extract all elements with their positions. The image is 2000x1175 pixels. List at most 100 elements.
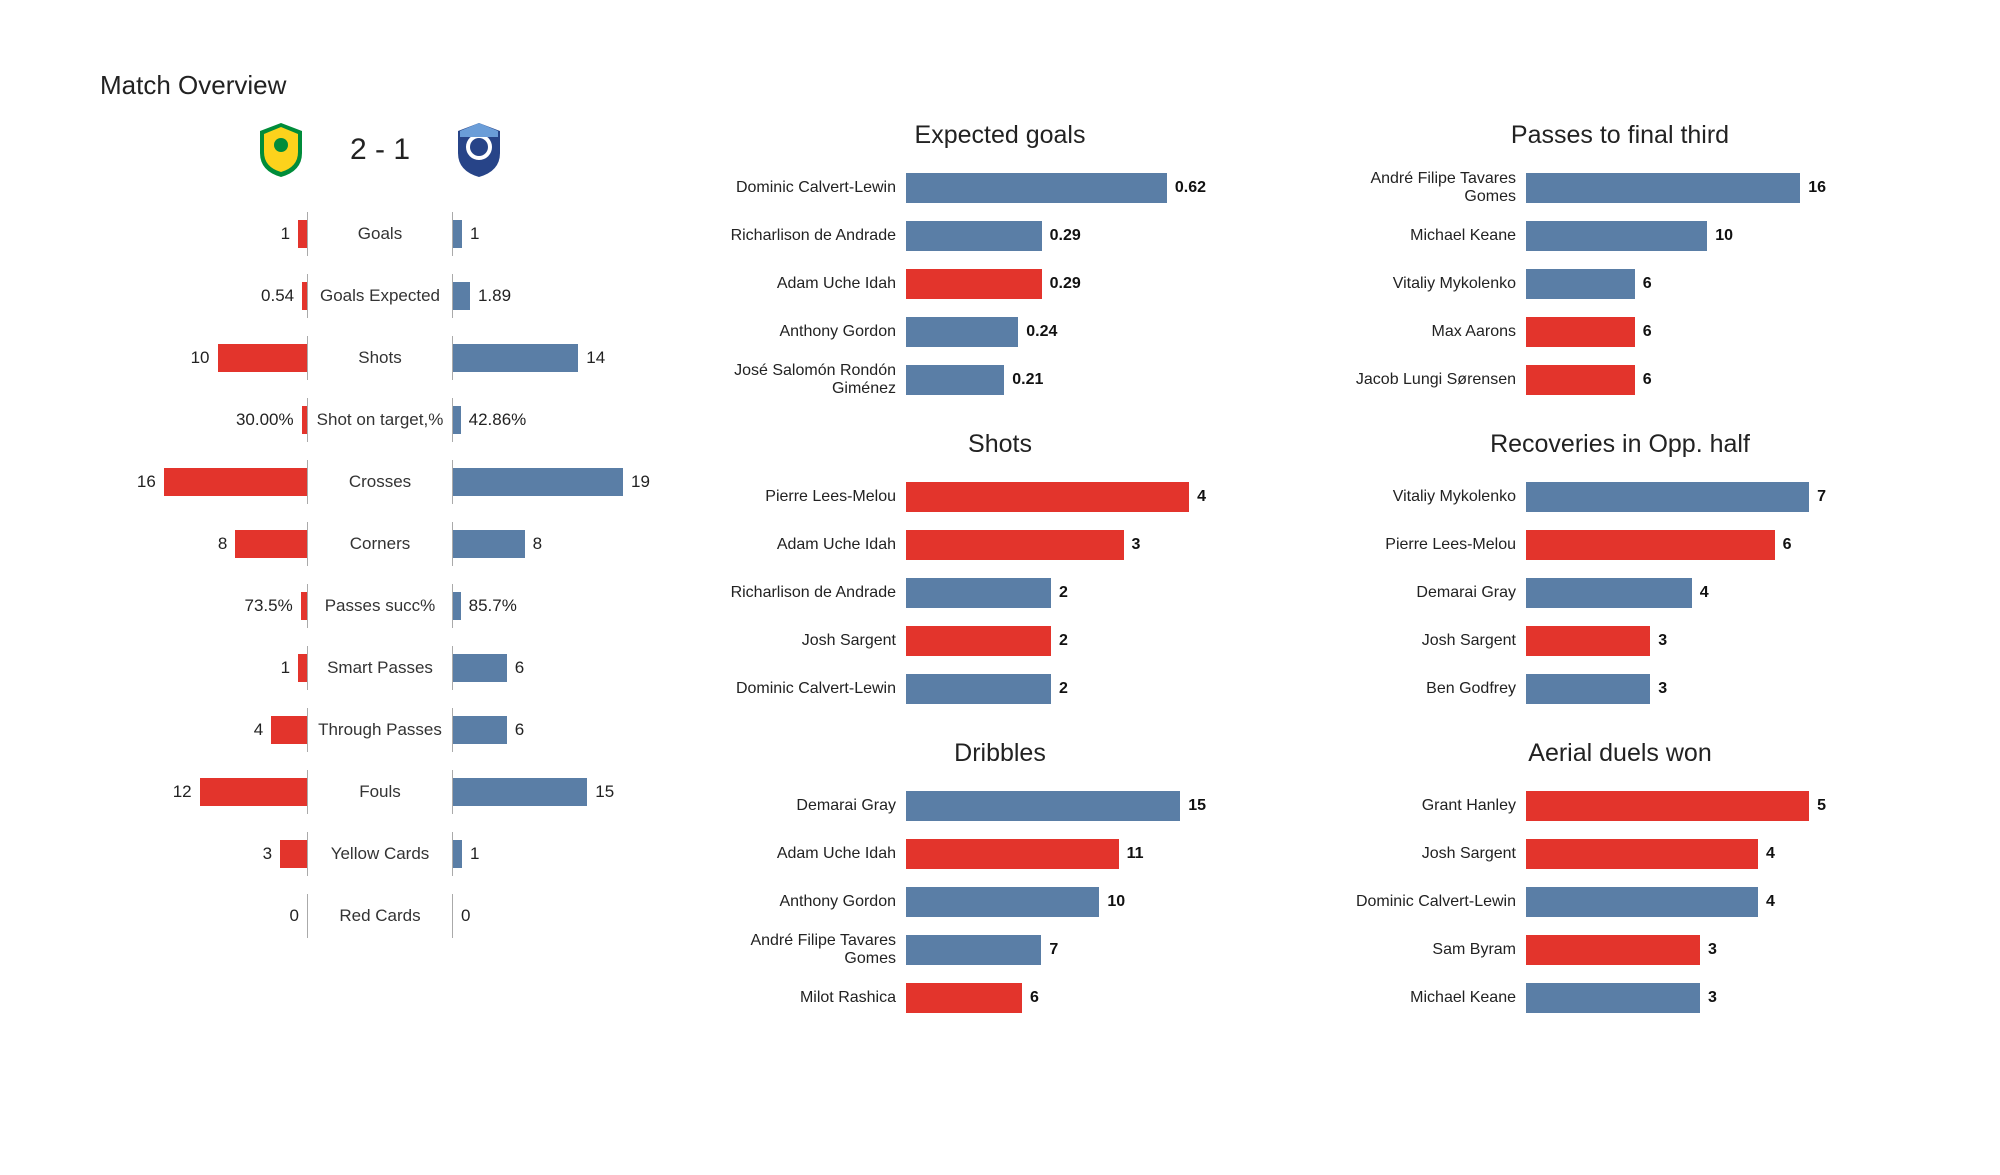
player-value-bar bbox=[906, 317, 1018, 347]
overview-stat-row: 1Goals1 bbox=[100, 203, 660, 265]
overview-away-value: 0 bbox=[461, 906, 470, 926]
player-chart-title: Shots bbox=[720, 430, 1280, 459]
player-name-label: Pierre Lees-Melou bbox=[1340, 536, 1526, 554]
player-value-bar bbox=[1526, 935, 1700, 965]
player-value-bar bbox=[906, 365, 1004, 395]
player-name-label: Sam Byram bbox=[1340, 941, 1526, 959]
overview-home-value: 0.54 bbox=[261, 286, 294, 306]
player-value-bar bbox=[1526, 887, 1758, 917]
player-value-bar bbox=[906, 983, 1022, 1013]
player-chart-row: Josh Sargent 2 bbox=[720, 617, 1280, 665]
player-value-bar bbox=[906, 839, 1119, 869]
overview-home-value: 8 bbox=[218, 534, 227, 554]
player-value-bar bbox=[1526, 791, 1809, 821]
overview-header: 2 - 1 bbox=[100, 121, 660, 179]
player-value-bar bbox=[906, 674, 1051, 704]
player-value-bar bbox=[906, 530, 1124, 560]
player-name-label: Demarai Gray bbox=[720, 797, 906, 815]
player-name-label: Grant Hanley bbox=[1340, 797, 1526, 815]
score-text: 2 - 1 bbox=[350, 133, 410, 167]
player-value-text: 6 bbox=[1783, 536, 1792, 554]
player-value-text: 3 bbox=[1658, 680, 1667, 698]
player-chart-row: José Salomón Rondón Giménez0.21 bbox=[720, 356, 1280, 404]
player-value-text: 0.24 bbox=[1026, 323, 1057, 341]
overview-home-value: 30.00% bbox=[236, 410, 294, 430]
overview-home-bar bbox=[280, 840, 307, 868]
player-value-bar bbox=[1526, 173, 1800, 203]
player-value-text: 0.21 bbox=[1012, 371, 1043, 389]
player-value-text: 11 bbox=[1127, 845, 1144, 863]
player-value-bar bbox=[1526, 221, 1707, 251]
player-value-text: 3 bbox=[1132, 536, 1141, 554]
player-value-bar bbox=[906, 791, 1180, 821]
player-chart: DribblesDemarai Gray15Adam Uche Idah11An… bbox=[720, 739, 1280, 1022]
overview-stat-label: Goals bbox=[307, 212, 453, 256]
overview-home-value: 0 bbox=[290, 906, 299, 926]
overview-home-value: 1 bbox=[281, 658, 290, 678]
player-name-label: Dominic Calvert-Lewin bbox=[720, 680, 906, 698]
player-name-label: Dominic Calvert-Lewin bbox=[1340, 893, 1526, 911]
player-name-label: Adam Uche Idah bbox=[720, 536, 906, 554]
overview-stat-label: Red Cards bbox=[307, 894, 453, 938]
match-overview-title: Match Overview bbox=[100, 70, 1920, 101]
overview-away-bar bbox=[453, 840, 462, 868]
player-value-text: 16 bbox=[1808, 179, 1826, 197]
player-chart-title: Dribbles bbox=[720, 739, 1280, 768]
overview-home-value: 4 bbox=[254, 720, 263, 740]
overview-away-bar bbox=[453, 530, 525, 558]
player-name-label: Michael Keane bbox=[1340, 227, 1526, 245]
player-value-bar bbox=[1526, 578, 1692, 608]
overview-away-value: 6 bbox=[515, 720, 524, 740]
player-value-text: 2 bbox=[1059, 632, 1068, 650]
overview-away-bar bbox=[453, 282, 470, 310]
player-name-label: Demarai Gray bbox=[1340, 584, 1526, 602]
player-chart: Expected goalsDominic Calvert-Lewin0.62R… bbox=[720, 121, 1280, 404]
player-value-text: 0.29 bbox=[1050, 275, 1081, 293]
player-chart: Recoveries in Opp. halfVitaliy Mykolenko… bbox=[1340, 430, 1900, 713]
overview-home-value: 16 bbox=[137, 472, 156, 492]
overview-stat-label: Smart Passes bbox=[307, 646, 453, 690]
home-crest-icon bbox=[256, 121, 306, 179]
player-value-bar bbox=[906, 221, 1042, 251]
player-chart-title: Recoveries in Opp. half bbox=[1340, 430, 1900, 459]
player-name-label: André Filipe Tavares Gomes bbox=[1340, 170, 1526, 205]
player-name-label: Josh Sargent bbox=[1340, 632, 1526, 650]
player-chart-row: Richarlison de Andrade0.29 bbox=[720, 212, 1280, 260]
overview-home-bar bbox=[298, 220, 307, 248]
player-name-label: Dominic Calvert-Lewin bbox=[720, 179, 906, 197]
match-overview-panel: 2 - 1 1Goals10.54Goals Expected1.8910Sho… bbox=[100, 121, 660, 1022]
overview-away-value: 1 bbox=[470, 844, 479, 864]
player-name-label: Richarlison de Andrade bbox=[720, 584, 906, 602]
player-chart-row: Michael Keane3 bbox=[1340, 974, 1900, 1022]
player-name-label: Milot Rashica bbox=[720, 989, 906, 1007]
player-chart-row: Pierre Lees-Melou 6 bbox=[1340, 521, 1900, 569]
overview-stat-row: 0 Red Cards 0 bbox=[100, 885, 660, 947]
player-chart-row: Demarai Gray4 bbox=[1340, 569, 1900, 617]
player-chart-row: Pierre Lees-Melou4 bbox=[720, 473, 1280, 521]
player-value-bar bbox=[1526, 530, 1775, 560]
player-value-bar bbox=[906, 887, 1099, 917]
player-value-text: 4 bbox=[1197, 488, 1206, 506]
overview-stat-row: 3Yellow Cards1 bbox=[100, 823, 660, 885]
overview-away-bar bbox=[453, 220, 462, 248]
player-chart-row: André Filipe Tavares Gomes 16 bbox=[1340, 164, 1900, 212]
player-chart-title: Aerial duels won bbox=[1340, 739, 1900, 768]
player-value-text: 4 bbox=[1766, 893, 1775, 911]
overview-stat-label: Fouls bbox=[307, 770, 453, 814]
player-chart-row: Ben Godfrey3 bbox=[1340, 665, 1900, 713]
player-chart-row: Vitaliy Mykolenko6 bbox=[1340, 260, 1900, 308]
overview-stat-label: Goals Expected bbox=[307, 274, 453, 318]
overview-away-value: 85.7% bbox=[469, 596, 517, 616]
player-name-label: Anthony Gordon bbox=[720, 893, 906, 911]
overview-stat-label: Shot on target,% bbox=[307, 398, 453, 442]
player-value-text: 7 bbox=[1049, 941, 1058, 959]
overview-home-bar bbox=[271, 716, 307, 744]
overview-away-value: 1 bbox=[470, 224, 479, 244]
player-value-text: 6 bbox=[1643, 275, 1652, 293]
player-value-text: 6 bbox=[1643, 323, 1652, 341]
player-name-label: Josh Sargent bbox=[720, 632, 906, 650]
overview-stat-label: Shots bbox=[307, 336, 453, 380]
player-value-bar bbox=[1526, 983, 1700, 1013]
player-chart-row: Michael Keane10 bbox=[1340, 212, 1900, 260]
player-value-text: 15 bbox=[1188, 797, 1206, 815]
